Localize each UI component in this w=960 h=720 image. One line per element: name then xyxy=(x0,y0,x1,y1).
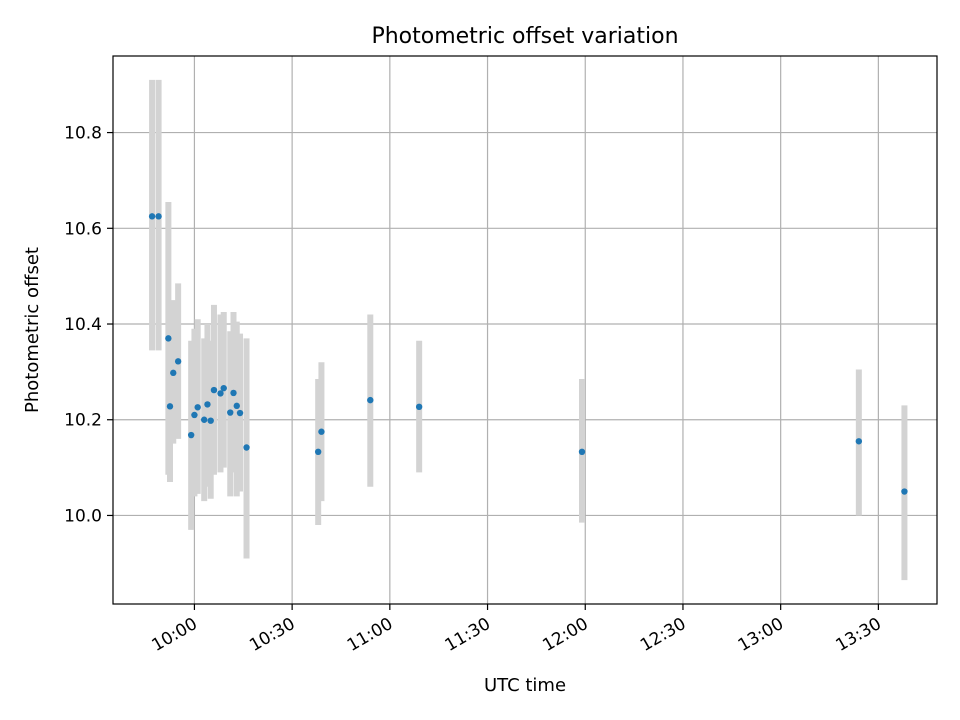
data-point xyxy=(243,444,250,451)
data-point xyxy=(230,389,237,397)
x-axis-label: UTC time xyxy=(484,675,566,696)
chart-title: Photometric offset variation xyxy=(371,24,678,49)
data-point xyxy=(204,401,211,408)
data-point xyxy=(217,390,224,397)
y-axis-ticks: 10.0 10.2 10.4 10.6 10.8 xyxy=(64,124,113,526)
data-point xyxy=(227,409,234,416)
data-point xyxy=(207,417,214,424)
y-tick-label: 10.4 xyxy=(64,315,102,335)
grid xyxy=(113,56,937,604)
data-point xyxy=(367,396,374,404)
data-point xyxy=(174,358,182,365)
data-point xyxy=(210,386,218,394)
data-point xyxy=(415,403,423,411)
data-point xyxy=(901,488,908,495)
y-tick-label: 10.2 xyxy=(64,411,102,431)
data-point xyxy=(233,402,240,410)
y-tick-label: 10.0 xyxy=(64,506,102,526)
data-point xyxy=(166,403,174,410)
data-point xyxy=(155,213,162,220)
data-point xyxy=(191,411,198,419)
data-point xyxy=(318,428,325,435)
data-point xyxy=(855,438,863,445)
data-point xyxy=(236,409,244,417)
data-point xyxy=(578,448,586,456)
data-point xyxy=(194,404,201,411)
data-point xyxy=(220,384,227,392)
data-point xyxy=(170,369,177,377)
data-point xyxy=(187,431,195,439)
data-point xyxy=(314,448,322,456)
data-point xyxy=(148,213,156,220)
data-point xyxy=(200,416,208,423)
y-axis-label: Photometric offset xyxy=(22,247,43,413)
y-tick-label: 10.8 xyxy=(64,124,102,144)
data-point xyxy=(165,335,172,342)
y-tick-label: 10.6 xyxy=(64,219,102,239)
plot-frame xyxy=(112,55,938,605)
data-points xyxy=(148,213,908,495)
